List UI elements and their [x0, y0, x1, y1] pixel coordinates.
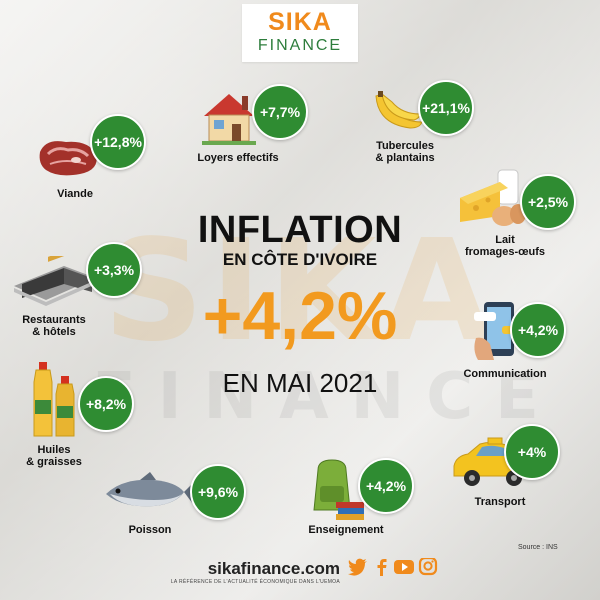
- label-lait: Lait fromages-œufs: [464, 234, 546, 258]
- youtube-icon[interactable]: [394, 558, 414, 576]
- meat-icon: [39, 141, 97, 176]
- badge-viande: +12,8%: [90, 114, 146, 170]
- label-poisson: Poisson: [128, 524, 172, 536]
- label-communication: Communication: [463, 368, 547, 380]
- badge-lait: +2,5%: [520, 174, 576, 230]
- sika-finance-logo: SIKA FINANCE: [242, 4, 358, 62]
- badge-transport: +4%: [504, 424, 560, 480]
- instagram-icon[interactable]: [418, 558, 438, 576]
- label-huiles: Huiles & graisses: [26, 444, 82, 468]
- house-icon: [202, 94, 256, 145]
- label-viande: Viande: [57, 188, 93, 200]
- title-date: EN MAI 2021: [222, 368, 378, 398]
- fish-icon: [106, 472, 196, 508]
- title-value: +4,2%: [202, 278, 398, 354]
- badge-loyers: +7,7%: [252, 84, 308, 140]
- label-tubercules: Tubercules & plantains: [375, 140, 435, 164]
- cheese-milk-icon: [460, 169, 526, 226]
- backpack-books-icon: [313, 459, 364, 520]
- twitter-icon[interactable]: [348, 558, 368, 576]
- oil-bottle-icon: [33, 362, 75, 437]
- badge-enseignement: +4,2%: [358, 458, 414, 514]
- site-url[interactable]: sikafinance.com: [207, 559, 340, 578]
- smartphone-icon: [474, 302, 522, 360]
- badge-restaurants: +3,3%: [86, 242, 142, 298]
- logo-line1: SIKA: [268, 8, 332, 36]
- label-restaurants: Restaurants & hôtels: [22, 314, 86, 338]
- label-loyers: Loyers effectifs: [197, 152, 279, 164]
- restaurant-icon: [14, 256, 96, 306]
- label-enseignement: Enseignement: [308, 524, 384, 536]
- badge-huiles: +8,2%: [78, 376, 134, 432]
- badge-communication: +4,2%: [510, 302, 566, 358]
- logo-line2: FINANCE: [257, 37, 343, 54]
- site-tagline: LA RÉFÉRENCE DE L'ACTUALITÉ ÉCONOMIQUE D…: [170, 579, 340, 585]
- label-transport: Transport: [474, 496, 526, 508]
- badge-poisson: +9,6%: [190, 464, 246, 520]
- facebook-icon[interactable]: [372, 558, 392, 576]
- title-inflation: INFLATION: [197, 209, 403, 251]
- title-country: EN CÔTE D'IVOIRE: [222, 250, 378, 269]
- source-note: Source : INS: [518, 544, 558, 551]
- badge-tubercules: +21,1%: [418, 80, 474, 136]
